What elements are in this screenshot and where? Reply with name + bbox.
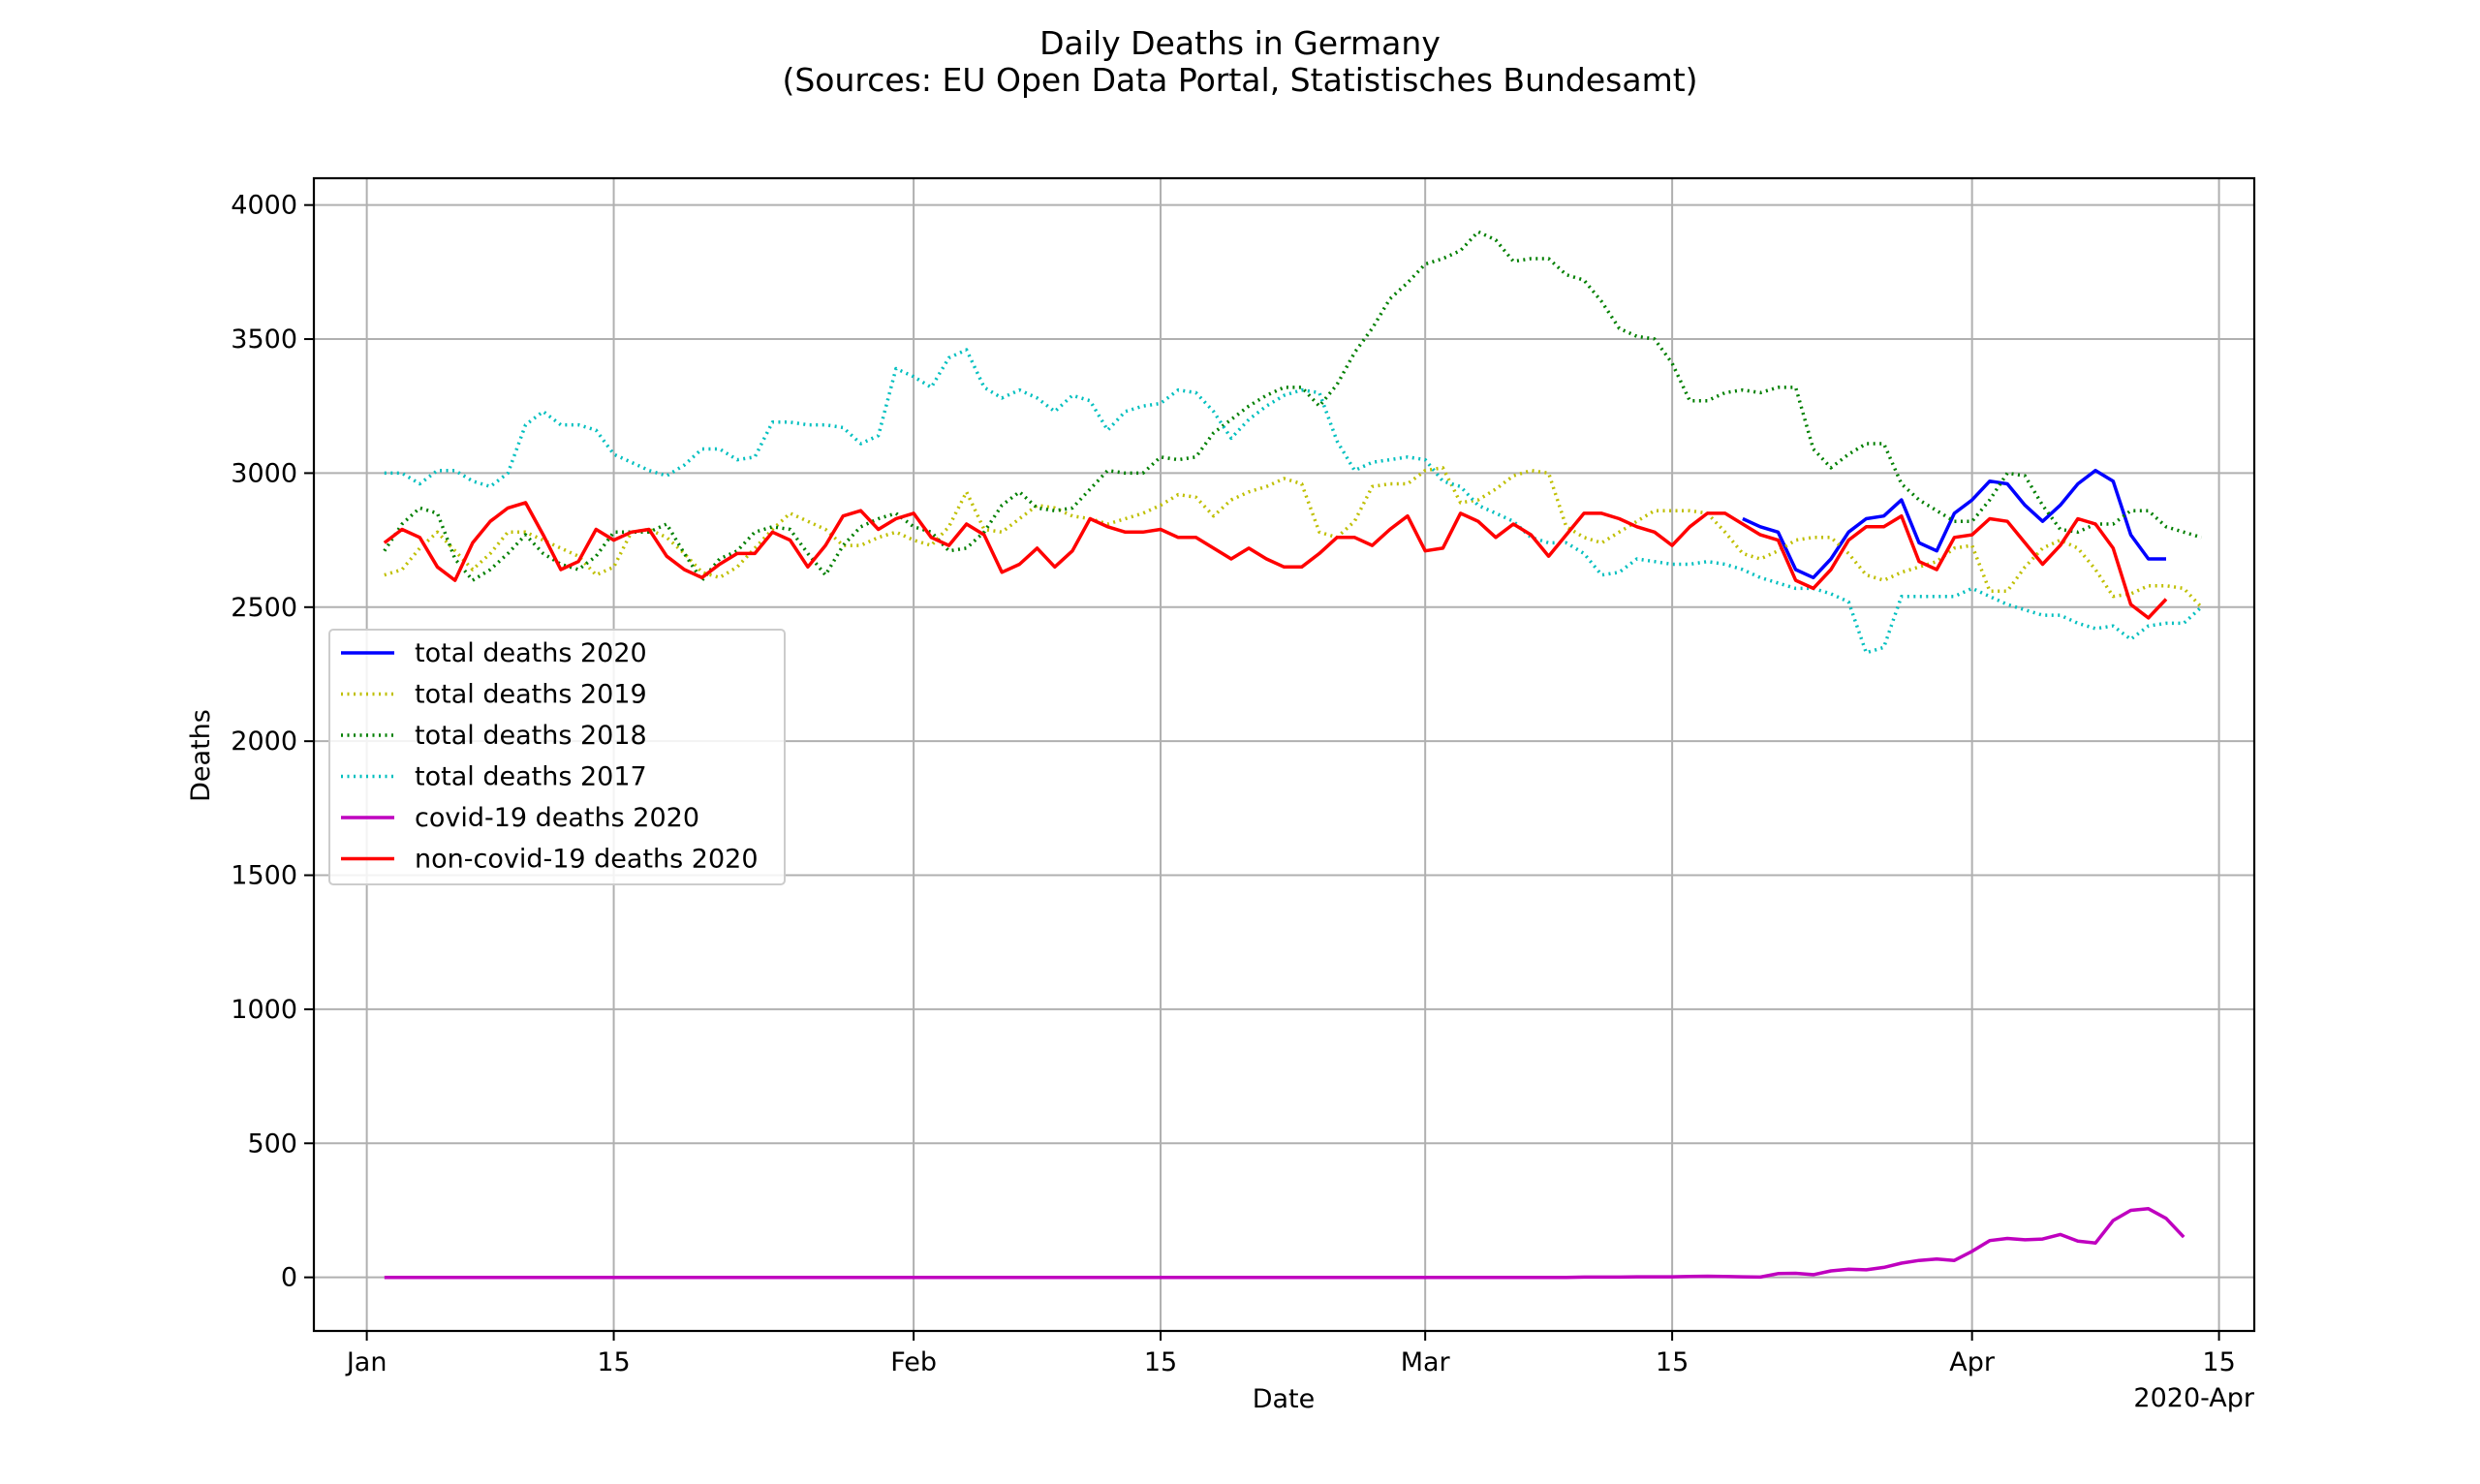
x-axis-offset-label: 2020-Apr xyxy=(2133,1383,2254,1413)
x-tick-label: Apr xyxy=(1949,1347,1996,1377)
x-tick-label: Mar xyxy=(1401,1347,1451,1377)
y-tick-label: 3000 xyxy=(231,458,297,488)
x-tick-label: 15 xyxy=(1656,1347,1689,1377)
x-tick-label: 15 xyxy=(597,1347,630,1377)
legend-label: total deaths 2020 xyxy=(415,638,647,668)
legend-label: total deaths 2017 xyxy=(415,762,647,792)
x-tick-label: Feb xyxy=(890,1347,937,1377)
y-tick-label: 4000 xyxy=(231,191,297,221)
y-tick-label: 3500 xyxy=(231,325,297,355)
series-line-1 xyxy=(1742,468,2166,580)
legend-label: covid-19 deaths 2020 xyxy=(415,803,699,833)
y-tick-label: 2000 xyxy=(231,727,297,757)
x-axis-label: Date xyxy=(1253,1384,1316,1414)
chart-legend: total deaths 2020 total deaths 2019 total … xyxy=(328,629,786,885)
series-line-2 xyxy=(384,466,2203,608)
legend-label: non-covid-19 deaths 2020 xyxy=(415,845,759,875)
legend-label: total deaths 2019 xyxy=(415,680,647,710)
series-line-3 xyxy=(383,230,2202,582)
chart-title: Daily Deaths in Germany xyxy=(1039,24,1441,62)
y-tick-label: 1500 xyxy=(231,861,297,891)
legend-box xyxy=(328,629,786,885)
series-line-5 xyxy=(384,1207,2186,1280)
y-tick-label: 500 xyxy=(247,1128,297,1159)
series-lines xyxy=(383,230,2203,1280)
x-tick-label: Jan xyxy=(345,1347,388,1377)
x-tick-label: 15 xyxy=(2202,1347,2235,1377)
y-tick-label: 2500 xyxy=(231,593,297,623)
y-tick-label: 1000 xyxy=(231,995,297,1025)
series-line-6 xyxy=(383,501,2168,620)
axis-ticks: Jan 15 Feb 15 Mar 15 Apr 15 0 500 1000 1500 2000 2500… xyxy=(231,191,2235,1377)
plot-area-frame xyxy=(312,176,2256,1333)
chart-subtitle: (Sources: EU Open Data Portal, Statistis… xyxy=(782,61,1697,99)
y-axis-label: Deaths xyxy=(186,709,216,802)
y-tick-label: 0 xyxy=(281,1263,297,1293)
x-tick-label: 15 xyxy=(1144,1347,1177,1377)
legend-label: total deaths 2018 xyxy=(415,721,647,751)
